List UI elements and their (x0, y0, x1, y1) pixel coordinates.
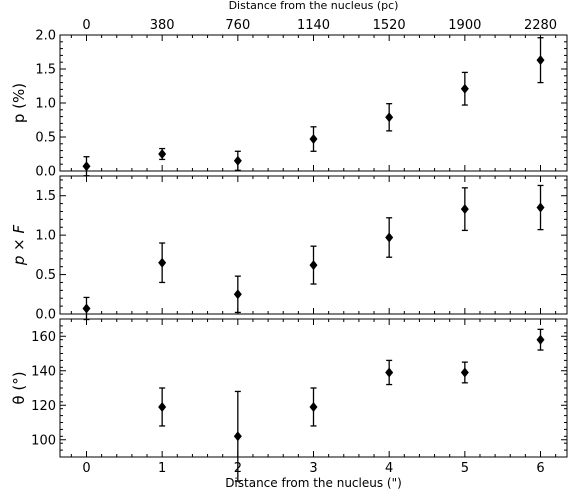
data-point (309, 134, 318, 145)
y-tick-label: 1.0 (35, 97, 56, 112)
data-point (536, 202, 545, 213)
y-tick-label: 2.0 (35, 29, 56, 44)
x-axis-title: Distance from the nucleus (") (225, 476, 402, 490)
data-point (460, 367, 469, 378)
x-tick-label: 3 (309, 461, 317, 476)
data-point (309, 401, 318, 412)
data-point (385, 112, 394, 123)
x-tick-label: 0 (82, 461, 90, 476)
x-tick-label: 6 (536, 461, 544, 476)
y-tick-label: 0.0 (35, 165, 56, 180)
data-point (233, 155, 242, 166)
y-tick-label: 0.5 (35, 131, 56, 146)
x-tick-label: 2 (234, 461, 242, 476)
y-tick-label: 1.0 (35, 229, 56, 244)
y-tick-label: 140 (31, 364, 56, 379)
x2-tick-label: 2280 (524, 18, 557, 33)
data-point (385, 232, 394, 243)
x2-tick-label: 1140 (297, 18, 330, 33)
x2-axis-title: Distance from the nucleus (pc) (229, 0, 399, 12)
data-point (536, 55, 545, 66)
data-point (158, 149, 167, 159)
x2-tick-label: 0 (82, 18, 90, 33)
y-axis-title: θ (°) (10, 371, 28, 404)
data-point (158, 257, 167, 268)
x-tick-label: 1 (158, 461, 166, 476)
data-point (82, 303, 91, 314)
data-point (82, 161, 91, 172)
data-point (460, 204, 469, 215)
y-axis-title: p (%) (10, 83, 28, 123)
x-tick-label: 5 (461, 461, 469, 476)
y-tick-label: 1.5 (35, 189, 56, 204)
y-tick-label: 120 (31, 399, 56, 414)
data-point (385, 367, 394, 378)
data-point (460, 83, 469, 94)
y-tick-label: 160 (31, 330, 56, 345)
y-axis-title: p × F (10, 225, 28, 267)
data-point (158, 401, 167, 412)
y-tick-label: 1.5 (35, 63, 56, 78)
x2-tick-label: 760 (225, 18, 250, 33)
data-point (233, 289, 242, 300)
data-point (536, 334, 545, 345)
y-tick-label: 0.5 (35, 268, 56, 283)
x2-tick-label: 1900 (448, 18, 481, 33)
x-tick-label: 4 (385, 461, 393, 476)
data-point (309, 260, 318, 271)
data-point (233, 431, 242, 442)
x2-tick-label: 1520 (373, 18, 406, 33)
x2-tick-label: 380 (150, 18, 175, 33)
y-tick-label: 100 (31, 433, 56, 448)
y-tick-label: 0.0 (35, 308, 56, 323)
panel-frame (59, 175, 568, 315)
